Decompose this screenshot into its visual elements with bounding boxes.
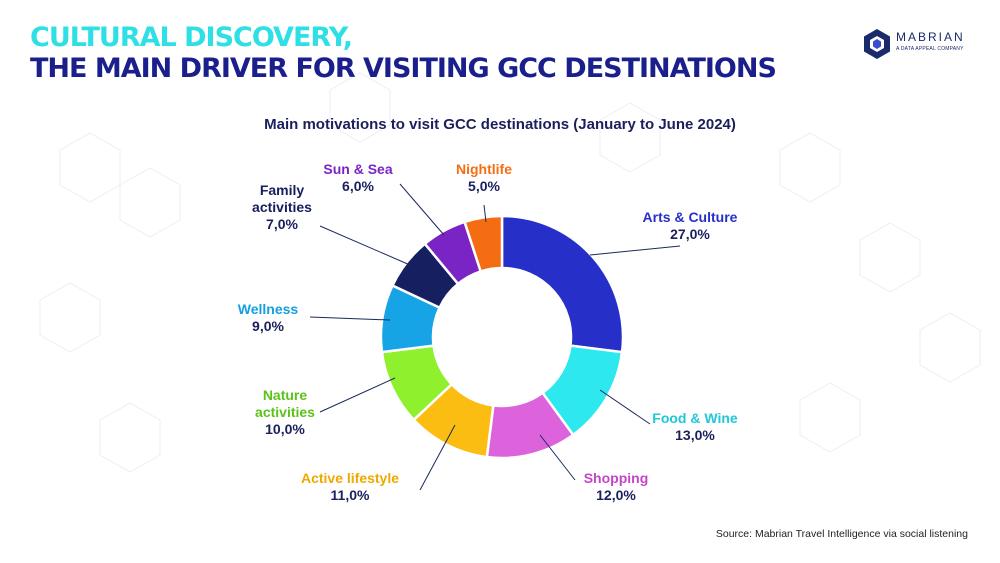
slice-value-nightlife: 5,0%	[468, 178, 500, 194]
slice-label-nature-activities: Nature activities	[255, 387, 315, 420]
leader-line-wellness	[309, 316, 391, 321]
slice-value-food-wine: 13,0%	[675, 427, 715, 443]
source-note: Source: Mabrian Travel Intelligence via …	[715, 528, 968, 540]
leader-line-family-activities	[319, 225, 411, 266]
mabrian-logo: MABRIAN A DATA APPEAL COMPANY	[862, 28, 972, 62]
leader-line-nightlife	[483, 204, 487, 223]
leader-line-sun-sea	[399, 183, 445, 236]
slice-value-family-activities: 7,0%	[266, 216, 298, 232]
headline-line-1: CULTURAL DISCOVERY,	[30, 22, 353, 53]
hexagon-logo-icon	[864, 29, 890, 59]
slice-value-wellness: 9,0%	[252, 318, 284, 334]
slice-label-food-wine: Food & Wine	[652, 410, 738, 426]
slice-label-active-lifestyle: Active lifestyle	[301, 470, 399, 486]
slice-label-nightlife: Nightlife	[456, 161, 512, 177]
donut-slice-arts-culture	[500, 214, 625, 354]
slice-value-sun-sea: 6,0%	[342, 178, 374, 194]
leader-line-active-lifestyle	[419, 424, 456, 491]
slice-value-shopping: 12,0%	[596, 487, 636, 503]
slice-label-wellness: Wellness	[238, 301, 299, 317]
leader-line-nature-activities	[319, 377, 396, 413]
slice-value-arts-culture: 27,0%	[670, 226, 710, 242]
chart-title: Main motivations to visit GCC destinatio…	[264, 116, 736, 133]
leader-line-arts-culture	[589, 245, 681, 256]
slice-value-nature-activities: 10,0%	[265, 421, 305, 437]
leader-line-shopping	[539, 434, 576, 481]
slice-label-family-activities: Family activities	[252, 182, 312, 215]
slice-label-arts-culture: Arts & Culture	[643, 209, 738, 225]
slice-value-active-lifestyle: 11,0%	[331, 487, 370, 503]
logo-name: MABRIAN	[896, 30, 965, 44]
leader-line-food-wine	[599, 389, 651, 425]
logo-tagline: A DATA APPEAL COMPANY	[896, 46, 964, 52]
donut-slice-nightlife	[463, 214, 504, 273]
slice-label-shopping: Shopping	[584, 470, 649, 486]
headline: CULTURAL DISCOVERY, THE MAIN DRIVER FOR …	[30, 22, 777, 84]
slice-label-sun-sea: Sun & Sea	[323, 161, 392, 177]
headline-line-2: THE MAIN DRIVER FOR VISITING GCC DESTINA…	[30, 53, 777, 84]
